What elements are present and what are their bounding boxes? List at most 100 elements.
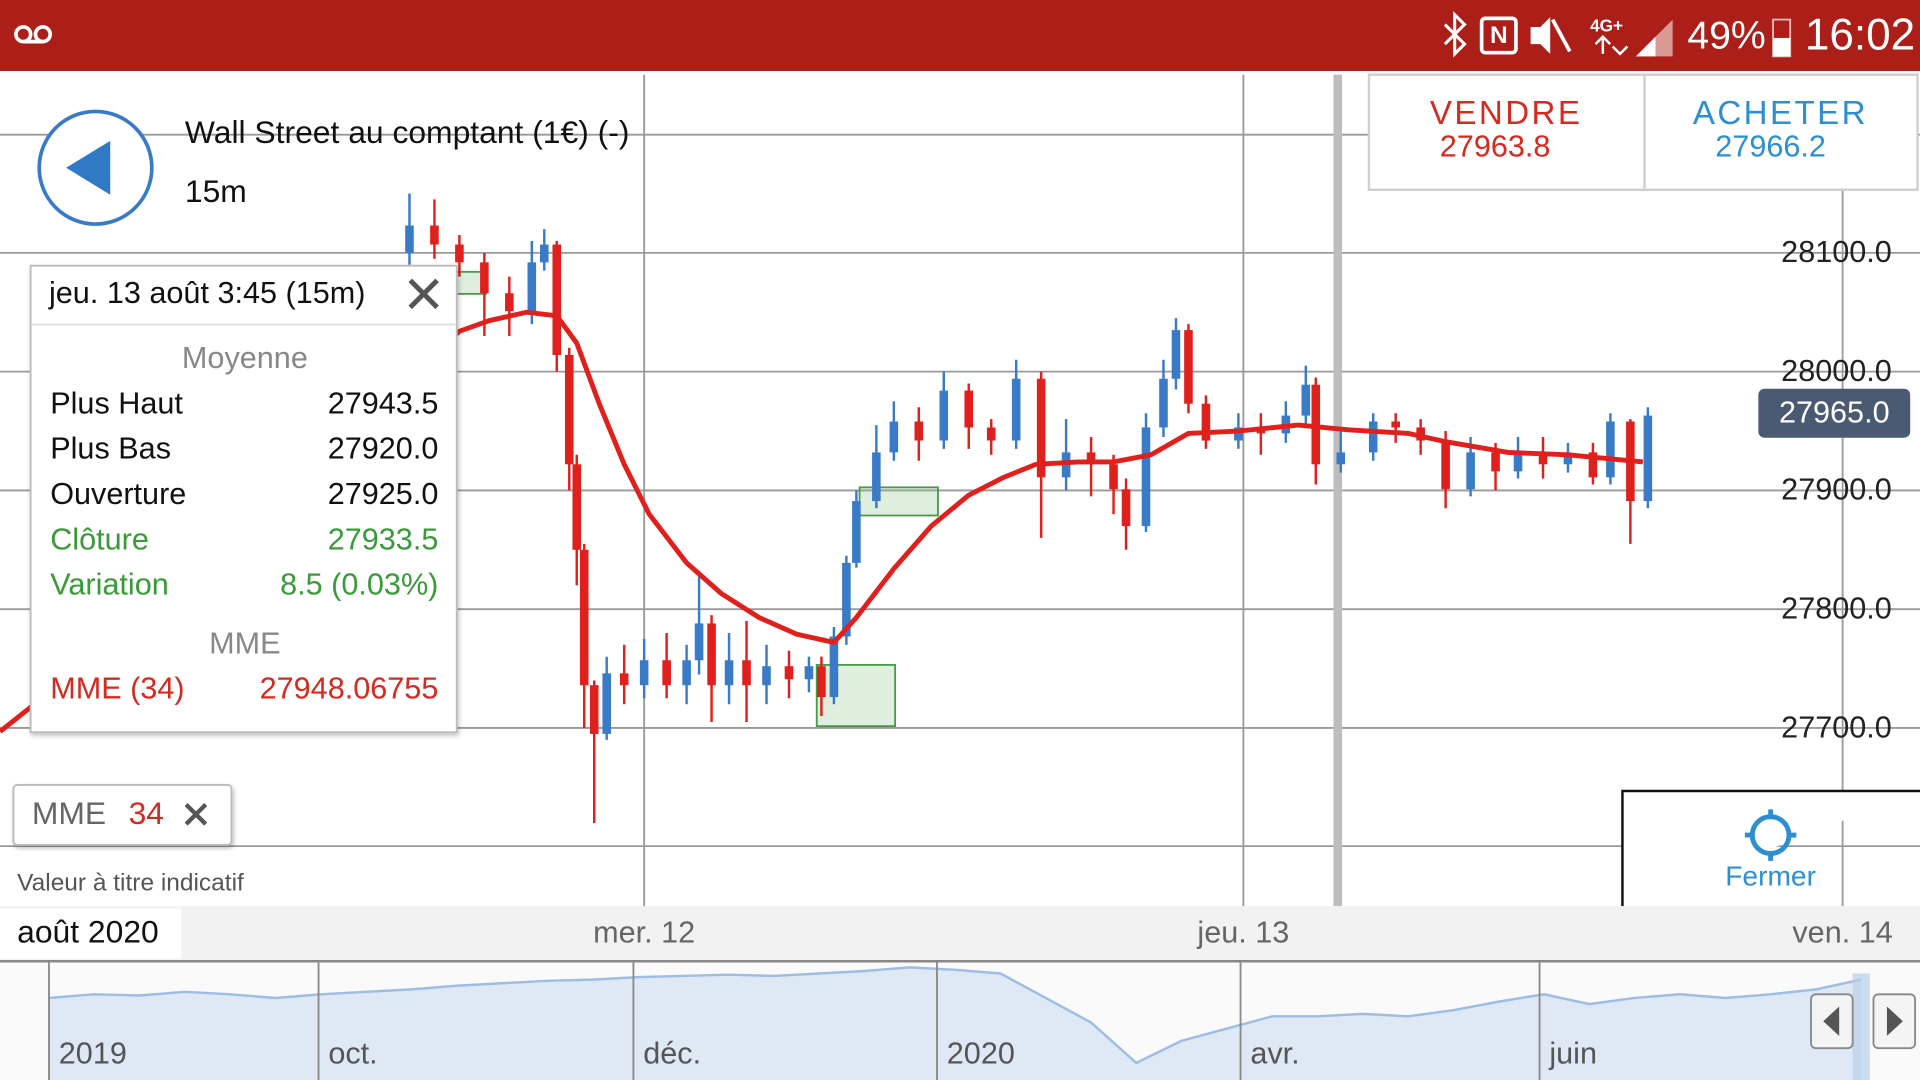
candle-body <box>1121 489 1131 527</box>
candle-body <box>1491 452 1500 472</box>
indicator-name: MME (34) <box>50 672 184 706</box>
candle-body <box>682 660 691 686</box>
back-arrow <box>66 140 111 195</box>
candle-body <box>430 225 439 245</box>
navigator-tick-label: 2019 <box>59 1037 127 1071</box>
price-tag-label: 27965.0 <box>1779 396 1890 430</box>
navigator-selection[interactable] <box>1852 973 1870 1080</box>
arrow-right <box>1886 1006 1903 1036</box>
navigator-line <box>48 966 1862 1065</box>
candle-body <box>455 244 464 263</box>
close-panel[interactable]: Fermer <box>1621 789 1920 907</box>
tooltip-label: Clôture <box>50 522 149 556</box>
candle-body <box>527 262 537 312</box>
navigator-tick-label: oct. <box>328 1037 377 1071</box>
axes: 28100.0 28000.0 27900.0 27800.0 27700.0 mer. … <box>593 235 1911 949</box>
candle-body <box>1109 464 1118 490</box>
candle-body <box>1563 452 1573 465</box>
status-bar: N 4G+ 49% 16:02 <box>0 0 1920 72</box>
candle-body <box>1011 378 1021 441</box>
tooltip-value: 27933.5 <box>328 522 439 556</box>
candle-body <box>817 666 826 698</box>
candle-body <box>1036 378 1046 478</box>
tooltip-label: Variation <box>50 568 169 602</box>
candle-body <box>1184 330 1193 404</box>
x-axis-strip <box>0 906 1920 962</box>
candle-body <box>852 501 861 563</box>
disclaimer: Valeur à titre indicatif <box>17 870 244 897</box>
navigator-buttons <box>1810 993 1917 1050</box>
indicator-value: 27948.06755 <box>260 672 439 706</box>
x-tick-label: mer. 12 <box>593 915 695 949</box>
tooltip-section: Moyenne <box>182 341 308 375</box>
candle-body <box>505 293 514 312</box>
tooltip-label: Plus Bas <box>50 432 171 466</box>
candle-body <box>986 427 996 441</box>
mute-icon <box>1530 17 1572 54</box>
sell-label: VENDRE <box>1430 95 1582 132</box>
crosshair-cursor <box>1333 74 1343 907</box>
candle-body <box>1141 427 1151 527</box>
price-tag <box>1758 388 1911 438</box>
target-ticks <box>1744 809 1797 861</box>
candle-body <box>804 666 814 680</box>
candle-body <box>1441 440 1450 490</box>
chip-remove[interactable] <box>184 802 208 826</box>
indicator-chip[interactable]: MME 34 <box>12 783 233 846</box>
y-tick-label: 28000.0 <box>1781 354 1892 388</box>
x-tick-label: jeu. 13 <box>1196 915 1289 949</box>
candle-body <box>589 685 599 734</box>
battery-level <box>1773 37 1791 57</box>
x-tick-label: ven. 14 <box>1792 915 1892 949</box>
candle-body <box>964 390 974 428</box>
navigator-tick-label: avr. <box>1250 1037 1299 1071</box>
candle-body <box>480 262 489 294</box>
tooltip-label: Ouverture <box>50 477 186 511</box>
candle-body <box>742 660 751 686</box>
chip-period: 34 <box>129 795 164 831</box>
y-tick-label: 27900.0 <box>1781 473 1892 507</box>
zone <box>815 663 897 728</box>
candle-body <box>694 623 704 661</box>
chip-name: MME <box>32 795 106 831</box>
candle-body <box>1301 384 1311 416</box>
arrow-left <box>1823 1006 1840 1036</box>
candle-body <box>1171 330 1181 379</box>
tooltip-label: Plus Haut <box>50 386 183 420</box>
tooltip-value: 27943.5 <box>328 386 439 420</box>
candle-body <box>1201 403 1211 441</box>
candle-body <box>1368 421 1378 453</box>
plot <box>0 193 1653 823</box>
candle-body <box>1391 421 1400 428</box>
candle-body <box>829 636 839 698</box>
nfc-letter: N <box>1490 22 1508 49</box>
candle-body <box>724 660 734 686</box>
close-panel-box[interactable] <box>1621 789 1920 907</box>
candle-body <box>552 244 562 356</box>
y-tick-label: 28100.0 <box>1781 235 1892 269</box>
tooltip-value: 8.5 (0.03%) <box>280 568 438 602</box>
candle-body <box>872 452 881 502</box>
tooltip-value: 27920.0 <box>328 432 439 466</box>
chip-box[interactable] <box>12 783 233 846</box>
candle-body <box>1513 452 1523 472</box>
network-type: 4G+ <box>1590 15 1623 35</box>
navigator: 2019 oct. déc. 2020 avr. juin <box>48 961 1862 1080</box>
tooltip-close[interactable] <box>408 278 439 310</box>
data-arrows <box>1594 35 1629 56</box>
period-label: août 2020 <box>17 914 159 950</box>
candle-body <box>842 562 851 637</box>
candle-body <box>564 355 574 465</box>
candle-body <box>707 623 716 686</box>
navigator-tick-label: juin <box>1548 1037 1597 1071</box>
candle-body <box>1234 427 1243 441</box>
trade-buttons: VENDRE 27963.8 ACHETER 27966.2 <box>1367 73 1919 192</box>
header: Wall Street au comptant (1€) (-) 15m <box>37 109 629 226</box>
voicemail-icon <box>14 25 53 44</box>
navigator-tick-label: déc. <box>643 1037 701 1071</box>
tooltip-box <box>29 264 458 734</box>
navigator-area <box>48 967 1862 1080</box>
candle-body <box>1466 452 1475 490</box>
tooltip-rows: Plus Haut 27943.5 Plus Bas 27920.0 Ouverture… <box>50 386 438 601</box>
candle-body <box>662 660 671 686</box>
